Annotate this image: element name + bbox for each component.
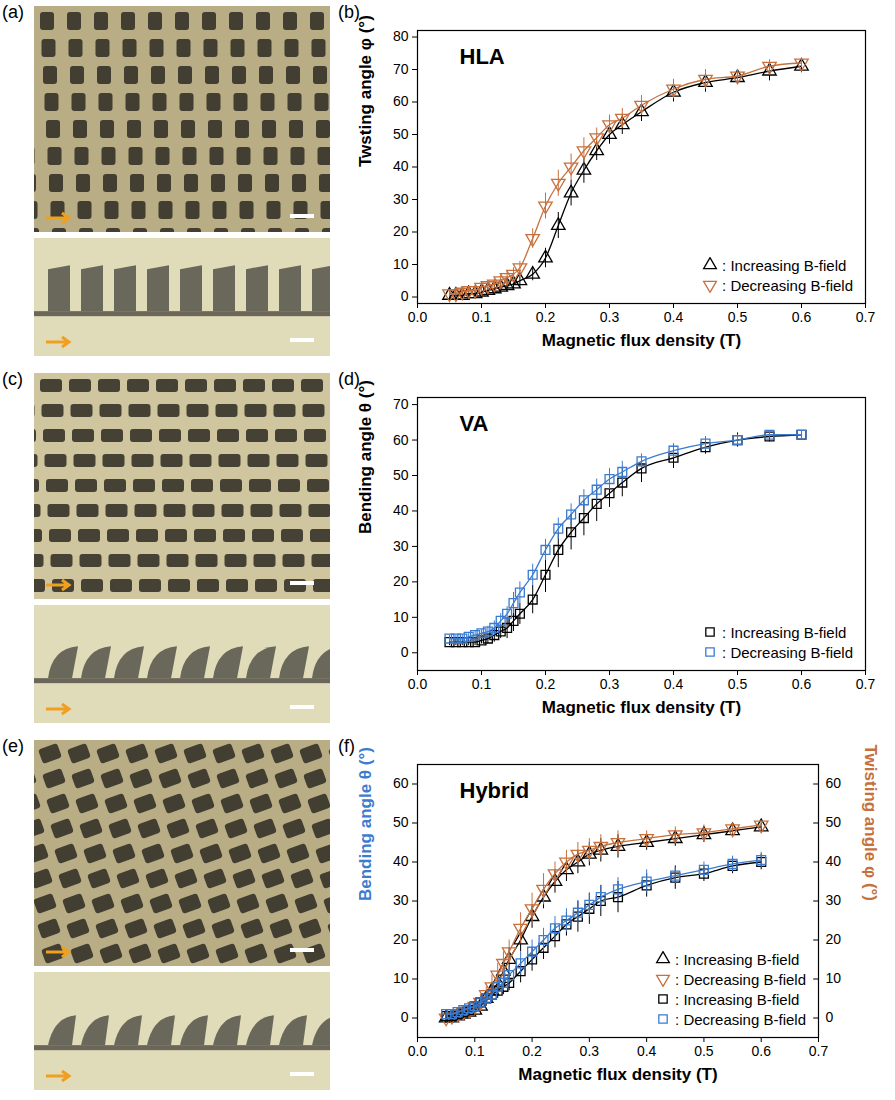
html-text:(f): (f) [338,736,355,756]
svg-text:Magnetic flux density (T): Magnetic flux density (T) [542,331,741,350]
html-text:: Decreasing B-field: : Decreasing B-field [675,1010,806,1028]
svg-text:10: 10 [393,970,409,986]
svg-text:VA: VA [460,411,489,436]
svg-text:0: 0 [826,1009,834,1025]
html-text:: Decreasing B-field: : Decreasing B-field [722,643,853,661]
svg-text:30: 30 [393,538,409,554]
svg-text:Bending angle θ (°): Bending angle θ (°) [356,747,375,901]
html-text:: Decreasing B-field: : Decreasing B-field [675,970,806,988]
svg-text:20: 20 [393,223,409,239]
html-text:(c): (c) [2,369,23,389]
svg-text:60: 60 [826,775,842,791]
svg-text:0.2: 0.2 [536,676,556,692]
html-text:: Increasing B-field: : Increasing B-field [722,256,847,274]
svg-text:60: 60 [393,93,409,109]
svg-text:40: 40 [826,853,842,869]
svg-text:0.7: 0.7 [856,309,876,325]
svg-text:40: 40 [393,158,409,174]
svg-text:10: 10 [826,970,842,986]
html-text:(a): (a) [2,2,24,22]
svg-text:0.6: 0.6 [792,309,812,325]
svg-text:10: 10 [393,256,409,272]
svg-text:20: 20 [826,931,842,947]
svg-text:0.3: 0.3 [600,309,620,325]
svg-text:0.7: 0.7 [809,1043,829,1059]
svg-text:0.0: 0.0 [408,1043,428,1059]
svg-text:0: 0 [401,644,409,660]
svg-text:0.2: 0.2 [536,309,556,325]
svg-text:20: 20 [393,573,409,589]
svg-text:70: 70 [393,396,409,412]
svg-text:Magnetic flux density (T): Magnetic flux density (T) [542,698,741,717]
html-text:: Increasing B-field: : Increasing B-field [675,950,800,968]
svg-text:Magnetic flux density (T): Magnetic flux density (T) [518,1065,717,1084]
svg-text:0.3: 0.3 [580,1043,600,1059]
svg-text:50: 50 [826,814,842,830]
svg-text:50: 50 [393,814,409,830]
svg-text:0.0: 0.0 [408,309,428,325]
svg-text:0: 0 [401,288,409,304]
svg-text:0.4: 0.4 [664,676,684,692]
svg-text:60: 60 [393,775,409,791]
svg-text:0.0: 0.0 [408,676,428,692]
svg-text:Hybrid: Hybrid [460,778,530,803]
svg-text:60: 60 [393,432,409,448]
svg-text:0.4: 0.4 [637,1043,657,1059]
svg-text:40: 40 [393,502,409,518]
svg-text:80: 80 [393,28,409,44]
svg-text:0: 0 [401,1009,409,1025]
html-text:: Increasing B-field: : Increasing B-field [722,623,847,641]
svg-text:30: 30 [393,191,409,207]
svg-text:40: 40 [393,853,409,869]
svg-text:50: 50 [393,467,409,483]
html-text:: Decreasing B-field: : Decreasing B-field [722,276,853,294]
svg-text:10: 10 [393,609,409,625]
svg-text:0.1: 0.1 [465,1043,485,1059]
svg-text:0.1: 0.1 [472,676,492,692]
svg-text:0.4: 0.4 [664,309,684,325]
svg-text:30: 30 [393,892,409,908]
svg-text:0.1: 0.1 [472,309,492,325]
svg-text:0.5: 0.5 [728,676,748,692]
svg-text:0.3: 0.3 [600,676,620,692]
svg-text:0.6: 0.6 [792,676,812,692]
svg-text:0.5: 0.5 [694,1043,714,1059]
svg-text:Bending angle θ (°): Bending angle θ (°) [356,380,375,534]
svg-text:0.5: 0.5 [728,309,748,325]
svg-text:70: 70 [393,61,409,77]
svg-text:Twsting angle φ (°): Twsting angle φ (°) [356,15,375,167]
svg-text:30: 30 [826,892,842,908]
svg-text:50: 50 [393,126,409,142]
svg-text:HLA: HLA [460,44,505,69]
html-text:(b): (b) [338,2,360,22]
svg-text:Twisting angle φ (°): Twisting angle φ (°) [861,744,880,901]
html-text:: Increasing B-field: : Increasing B-field [675,990,800,1008]
svg-text:0.7: 0.7 [856,676,876,692]
svg-text:0.2: 0.2 [522,1043,542,1059]
svg-text:0.6: 0.6 [751,1043,771,1059]
html-text:(d): (d) [338,369,360,389]
html-text:(e): (e) [2,736,24,756]
svg-text:20: 20 [393,931,409,947]
